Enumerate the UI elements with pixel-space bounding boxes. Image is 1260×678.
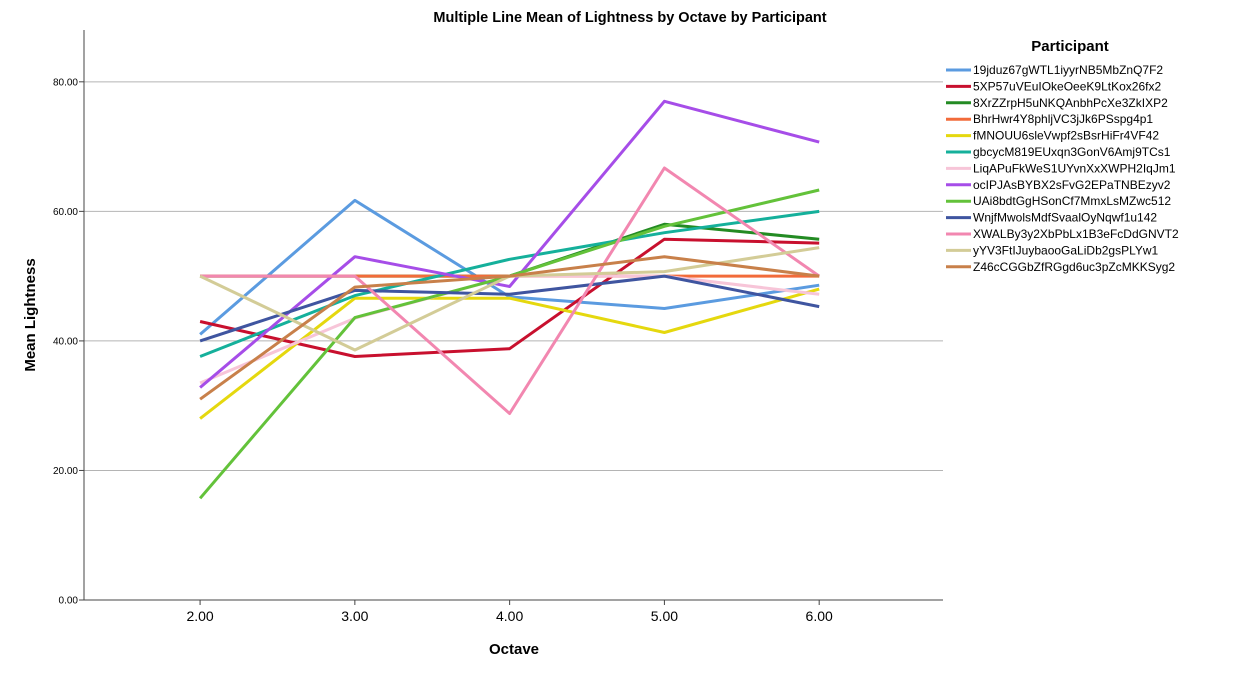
y-tick-label: 80.00 — [53, 77, 78, 88]
legend-label: BhrHwr4Y8phljVC3jJk6PSspg4p1 — [973, 112, 1153, 126]
legend-label: LiqAPuFkWeS1UYvnXxXWPH2IqJm1 — [973, 161, 1176, 175]
x-tick-label: 4.00 — [496, 608, 523, 624]
legend-label: yYV3FtIJuybaooGaLiDb2gsPLYw1 — [973, 243, 1159, 257]
series-line — [199, 99, 820, 389]
x-tick-label: 6.00 — [806, 608, 833, 624]
legend-label: WnjfMwolsMdfSvaalOyNqwf1u142 — [973, 211, 1157, 225]
x-tick-label: 3.00 — [341, 608, 368, 624]
series-line — [199, 237, 820, 358]
gridlines — [84, 81, 943, 471]
series-line — [199, 274, 820, 343]
series-line — [199, 255, 820, 401]
axes: 0.00 20.00 40.00 60.00 80.00 2.00 3.00 4.00 5.00… — [53, 30, 943, 624]
x-axis-label: Octave — [489, 641, 539, 658]
y-tick-label: 60.00 — [53, 207, 78, 218]
series-line — [200, 166, 821, 415]
legend-label: XWALBy3y2XbPbLx1B3eFcDdGNVT2 — [973, 227, 1179, 241]
x-tick-label: 2.00 — [186, 608, 213, 624]
y-axis-label: Mean Lightness — [22, 258, 39, 371]
y-tick-label: 0.00 — [59, 596, 79, 607]
legend-label: ocIPJAsBYBX2sFvG2EPaTNBEzyv2 — [973, 178, 1171, 192]
legend: 19jduz67gWTL1iyyrNB5MbZnQ7F2 5XP57uVEuIOk… — [946, 63, 1179, 274]
legend-label: fMNOUU6sleVwpf2sBsrHiFr4VF42 — [973, 129, 1159, 143]
legend-label: 5XP57uVEuIOkeOeeK9LtKox26fx2 — [973, 79, 1161, 93]
series-line — [199, 209, 820, 358]
legend-label: 8XrZZrpH5uNKQAnbhPcXe3ZkIXP2 — [973, 96, 1168, 110]
x-tick-label: 5.00 — [651, 608, 678, 624]
legend-label: Z46cCGGbZfRGgd6uc3pZcMKKSyg2 — [973, 260, 1175, 274]
legend-label: 19jduz67gWTL1iyyrNB5MbZnQ7F2 — [973, 63, 1163, 77]
y-tick-label: 20.00 — [53, 466, 78, 477]
legend-title: Participant — [1031, 38, 1109, 55]
y-tick-label: 40.00 — [53, 336, 78, 347]
legend-label: UAi8bdtGgHSonCf7MmxLsMZwc512 — [973, 194, 1171, 208]
legend-label: gbcycM819EUxqn3GonV6Amj9TCs1 — [973, 145, 1171, 159]
series-lines — [198, 99, 821, 500]
chart-title: Multiple Line Mean of Lightness by Octav… — [433, 10, 826, 26]
series-line — [199, 274, 820, 385]
series-line — [200, 222, 820, 278]
